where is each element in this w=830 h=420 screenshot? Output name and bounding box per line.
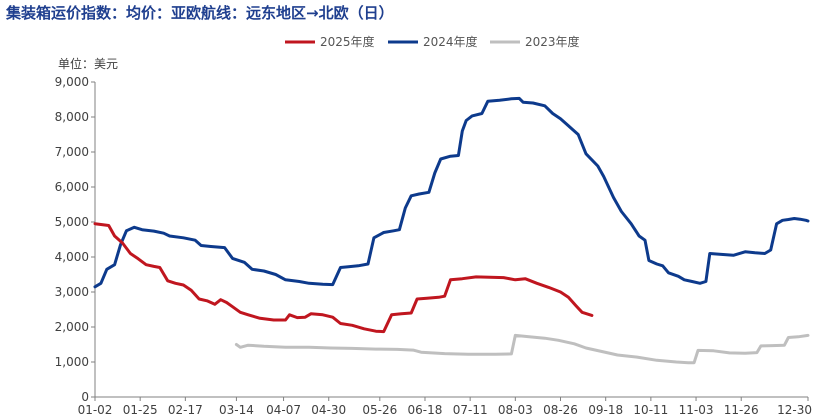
y-axis: 0 1,000 2,000 3,000 4,000 5,000 6,000 7,000 8,00… — [55, 75, 96, 404]
series-line-2025年度 — [93, 222, 594, 334]
x-tick-label: 10-11 — [633, 403, 668, 417]
legend-label: 2023年度 — [525, 34, 580, 49]
x-tick-label: 12-30 — [777, 403, 812, 417]
y-tick-label: 4,000 — [55, 250, 89, 264]
x-tick-label: 05-26 — [362, 403, 397, 417]
y-unit-label: 单位：美元 — [58, 56, 118, 71]
y-tick-label: 1,000 — [55, 355, 89, 369]
x-tick-label: 08-03 — [498, 403, 533, 417]
x-tick-label: 08-26 — [543, 403, 578, 417]
y-tick-label: 0 — [81, 390, 89, 404]
y-tick-label: 9,000 — [55, 75, 89, 89]
x-tick-label: 04-07 — [266, 403, 301, 417]
legend: 2025年度 2024年度 2023年度 — [285, 34, 580, 49]
series-layer — [93, 96, 810, 365]
y-tick-label: 3,000 — [55, 285, 89, 299]
legend-label: 2024年度 — [423, 34, 478, 49]
x-tick-label: 07-11 — [453, 403, 488, 417]
x-tick-label: 06-18 — [408, 403, 443, 417]
y-tick-label: 6,000 — [55, 180, 89, 194]
y-tick-label: 5,000 — [55, 215, 89, 229]
y-tick-label: 2,000 — [55, 320, 89, 334]
legend-item: 2024年度 — [388, 34, 478, 49]
x-tick-label: 11-26 — [724, 403, 759, 417]
x-tick-label: 11-03 — [679, 403, 714, 417]
x-tick-label: 03-14 — [219, 403, 254, 417]
x-tick-label: 01-25 — [123, 403, 158, 417]
series-line-2024年度 — [93, 96, 810, 289]
y-tick-label: 8,000 — [55, 110, 89, 124]
chart-title: 集装箱运价指数：均价：亚欧航线：远东地区→北欧（日） — [6, 4, 394, 22]
legend-label: 2025年度 — [320, 34, 375, 49]
y-tick-label: 7,000 — [55, 145, 89, 159]
x-tick-label: 04-30 — [311, 403, 346, 417]
legend-item: 2025年度 — [285, 34, 375, 49]
x-tick-label: 09-18 — [588, 403, 623, 417]
series-line-2023年度 — [234, 333, 810, 365]
x-tick-label: 02-17 — [168, 403, 203, 417]
x-tick-label: 01-02 — [78, 403, 113, 417]
legend-item: 2023年度 — [490, 34, 580, 49]
x-axis: 01-02 01-25 02-17 03-14 04-07 04-30 05-26 06-18… — [78, 396, 812, 417]
